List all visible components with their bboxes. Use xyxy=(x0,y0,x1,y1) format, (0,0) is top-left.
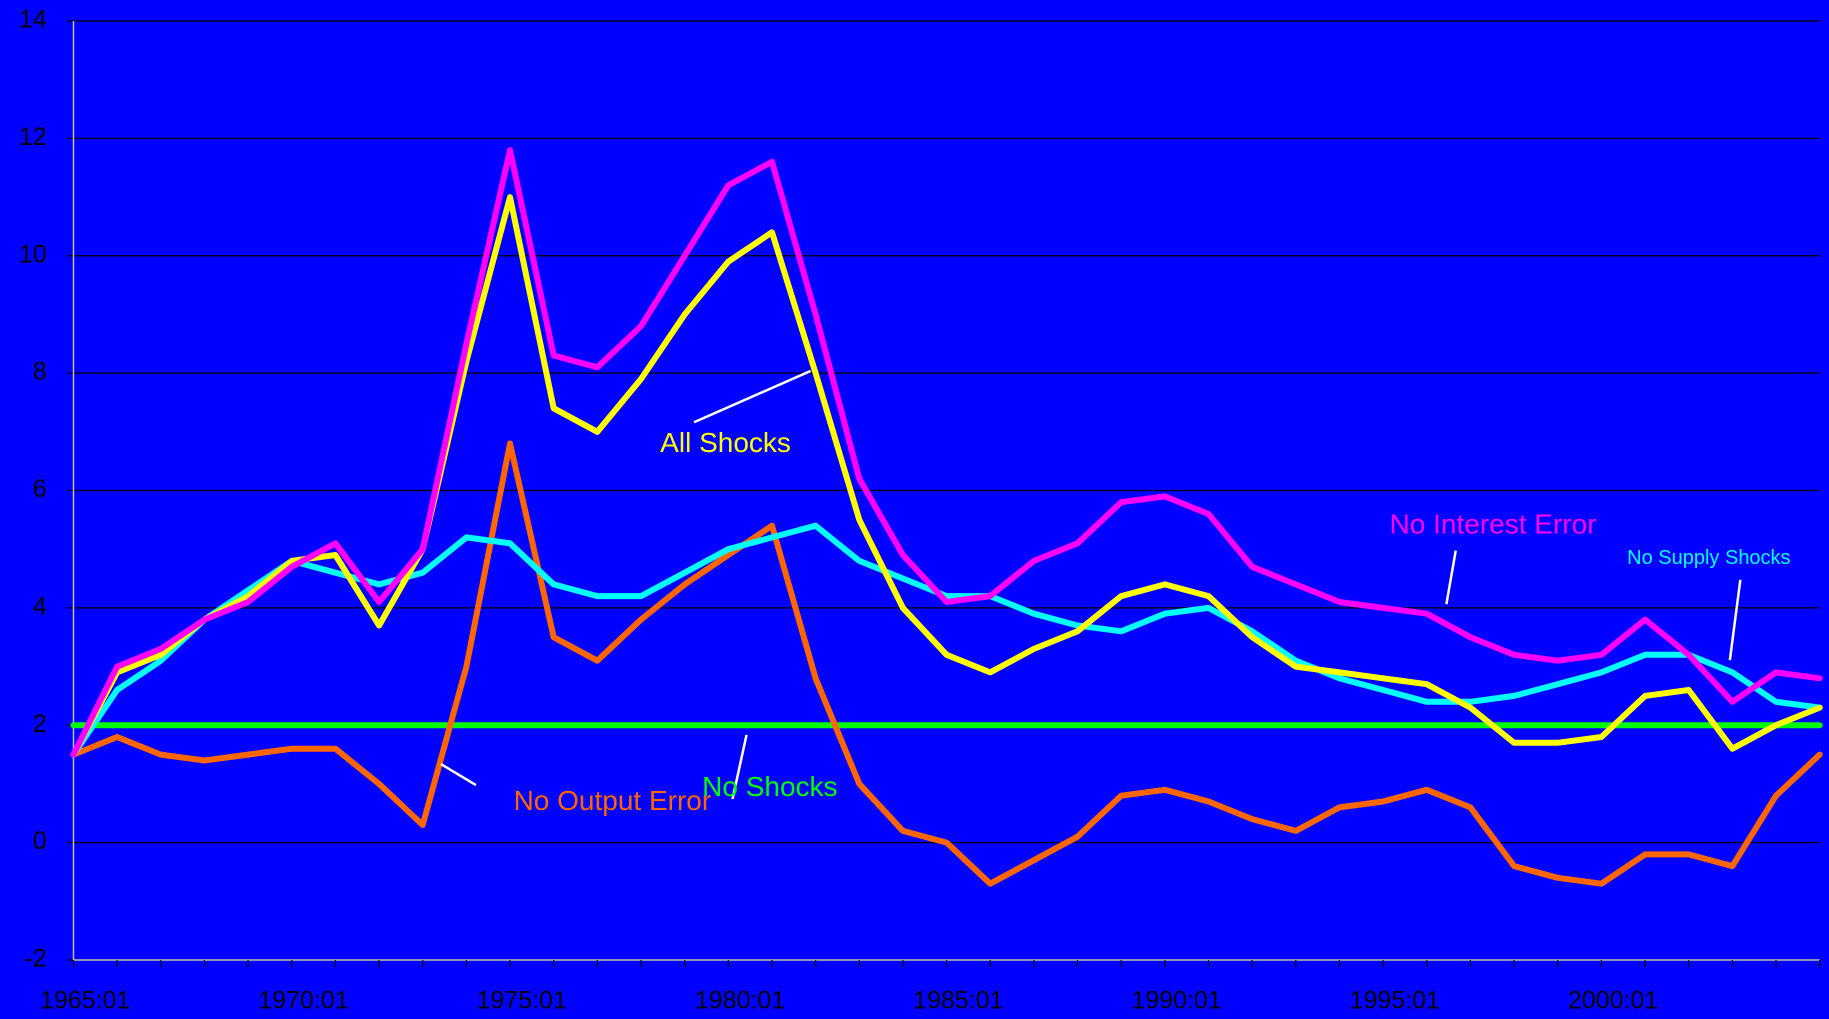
series-label: All Shocks xyxy=(660,427,791,458)
y-tick-label: 2 xyxy=(33,710,47,738)
series-line xyxy=(70,194,1823,758)
leader-line xyxy=(440,762,477,787)
series-label: No Output Error xyxy=(514,785,712,816)
series-line xyxy=(70,440,1823,887)
series-line xyxy=(70,147,1823,758)
leader-line xyxy=(1728,579,1742,661)
x-tick-label: 1965:01 xyxy=(40,987,130,1015)
x-tick-label: 1985:01 xyxy=(913,987,1003,1015)
leader-line xyxy=(1445,550,1457,605)
y-tick-label: 4 xyxy=(33,592,47,620)
x-tick-label: 1970:01 xyxy=(258,987,348,1015)
y-tick-label: 14 xyxy=(19,6,47,34)
leader-line xyxy=(731,734,748,800)
x-tick-label: 1990:01 xyxy=(1131,987,1221,1015)
x-tick-label: 1995:01 xyxy=(1350,987,1440,1015)
series-label: No Interest Error xyxy=(1390,508,1597,539)
x-tick-label: 1980:01 xyxy=(695,987,785,1015)
y-tick-label: 6 xyxy=(33,475,47,503)
x-tick-label: 1975:01 xyxy=(477,987,567,1015)
y-tick-label: -2 xyxy=(24,945,46,973)
y-tick-label: 0 xyxy=(33,827,47,855)
x-tick-label: 2000:01 xyxy=(1568,987,1658,1015)
leader-line xyxy=(693,369,812,424)
y-tick-label: 8 xyxy=(33,358,47,386)
y-tick-label: 10 xyxy=(19,240,47,268)
series-label: No Supply Shocks xyxy=(1627,547,1790,569)
series-label: No Shocks xyxy=(702,771,837,802)
y-tick-label: 12 xyxy=(19,123,47,151)
